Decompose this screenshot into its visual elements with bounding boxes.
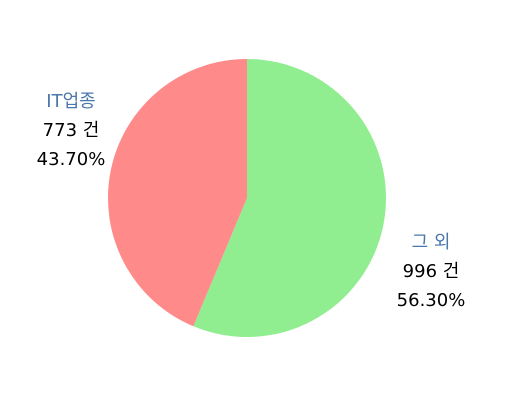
slice-percent-label: 56.30% [397,290,466,311]
pie-slice-1 [107,59,247,327]
pie-slice-0 [193,59,386,337]
slice-value-label: 996 건 [403,261,460,282]
slice-value-label: 773 건 [43,120,100,141]
slice-category-label: 그 외 [412,232,451,253]
slice-category-label: IT업종 [46,91,95,112]
slice-percent-label: 43.70% [37,149,106,170]
